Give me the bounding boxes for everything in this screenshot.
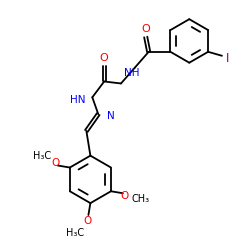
- Text: O: O: [121, 191, 129, 201]
- Text: O: O: [100, 53, 108, 63]
- Text: NH: NH: [124, 68, 140, 78]
- Text: I: I: [226, 52, 230, 65]
- Text: O: O: [52, 158, 60, 168]
- Text: N: N: [107, 111, 115, 121]
- Text: O: O: [83, 216, 92, 226]
- Text: HN: HN: [70, 95, 86, 105]
- Text: CH₃: CH₃: [132, 194, 150, 204]
- Text: H₃C: H₃C: [33, 151, 51, 161]
- Text: H₃C: H₃C: [66, 228, 84, 238]
- Text: O: O: [141, 24, 150, 34]
